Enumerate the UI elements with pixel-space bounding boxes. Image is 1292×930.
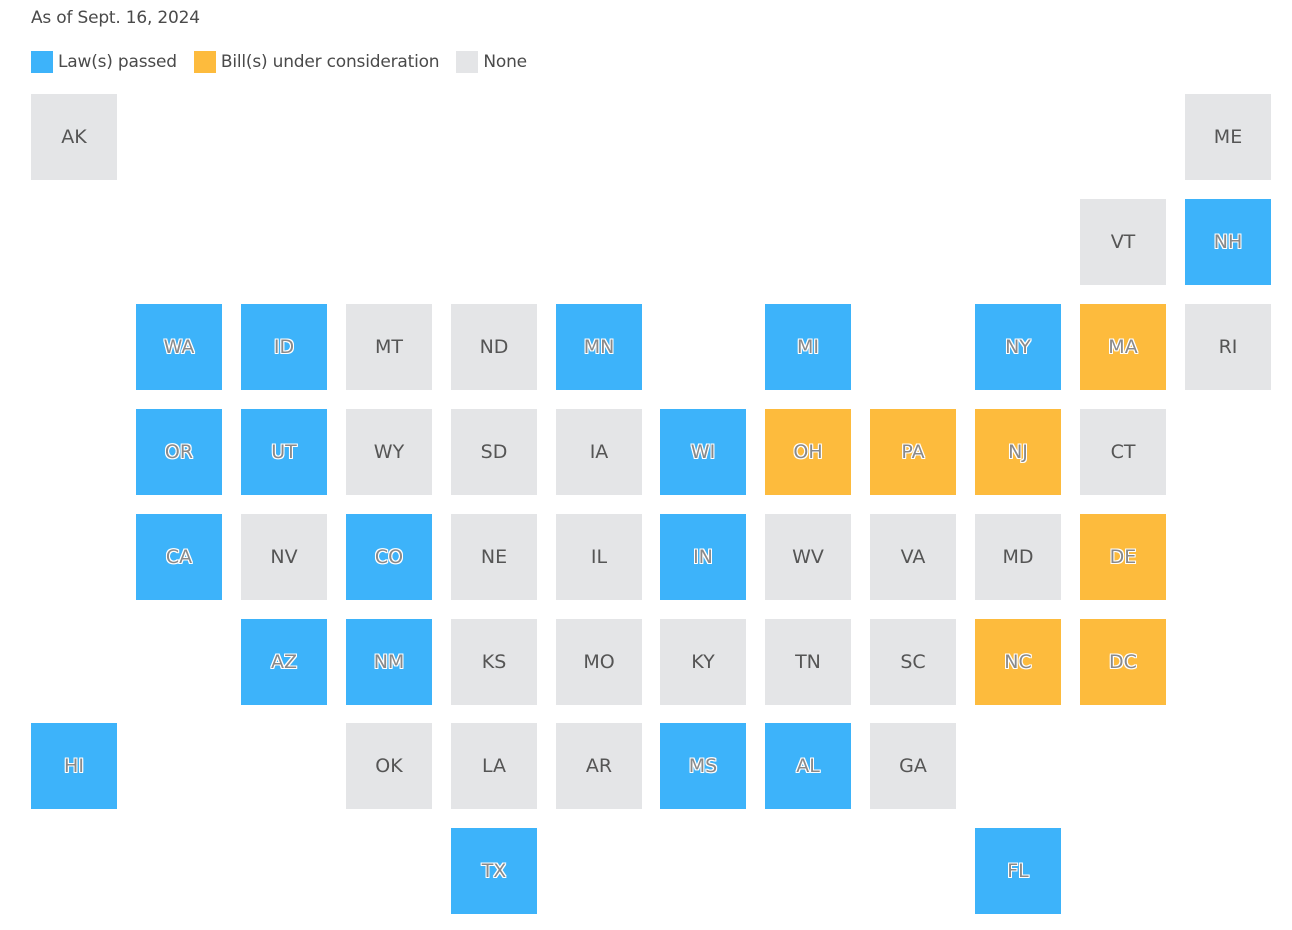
state-tile-tx: TX xyxy=(451,828,537,914)
state-tile-in: IN xyxy=(660,514,746,600)
state-tile-dc: DC xyxy=(1080,619,1166,705)
state-tile-ok: OK xyxy=(346,723,432,809)
state-tile-sc: SC xyxy=(870,619,956,705)
legend-swatch-law xyxy=(31,51,53,73)
state-tile-wa: WA xyxy=(136,304,222,390)
state-tile-ms: MS xyxy=(660,723,746,809)
state-tile-wy: WY xyxy=(346,409,432,495)
state-tile-de: DE xyxy=(1080,514,1166,600)
state-tile-vt: VT xyxy=(1080,199,1166,285)
state-tile-wi: WI xyxy=(660,409,746,495)
state-tile-il: IL xyxy=(556,514,642,600)
state-tile-nj: NJ xyxy=(975,409,1061,495)
state-tile-me: ME xyxy=(1185,94,1271,180)
state-tile-ne: NE xyxy=(451,514,537,600)
state-tile-or: OR xyxy=(136,409,222,495)
legend-item-law: Law(s) passed xyxy=(31,51,177,73)
state-tile-la: LA xyxy=(451,723,537,809)
state-tile-nd: ND xyxy=(451,304,537,390)
state-tile-ks: KS xyxy=(451,619,537,705)
state-tile-al: AL xyxy=(765,723,851,809)
state-tile-mi: MI xyxy=(765,304,851,390)
legend-item-bill: Bill(s) under consideration xyxy=(193,51,440,73)
state-tile-nh: NH xyxy=(1185,199,1271,285)
state-tile-va: VA xyxy=(870,514,956,600)
state-tile-md: MD xyxy=(975,514,1061,600)
legend-item-none: None xyxy=(456,51,527,73)
state-tile-ky: KY xyxy=(660,619,746,705)
state-tile-nc: NC xyxy=(975,619,1061,705)
state-tile-ar: AR xyxy=(556,723,642,809)
legend-label-law: Law(s) passed xyxy=(58,52,177,72)
state-tile-hi: HI xyxy=(31,723,117,809)
state-tile-nm: NM xyxy=(346,619,432,705)
state-tile-ma: MA xyxy=(1080,304,1166,390)
state-tile-mt: MT xyxy=(346,304,432,390)
legend-label-bill: Bill(s) under consideration xyxy=(220,52,440,72)
state-tile-pa: PA xyxy=(870,409,956,495)
state-tile-nv: NV xyxy=(241,514,327,600)
state-tile-co: CO xyxy=(346,514,432,600)
state-tile-sd: SD xyxy=(451,409,537,495)
state-tile-az: AZ xyxy=(241,619,327,705)
legend-swatch-none xyxy=(456,51,479,73)
state-tile-ak: AK xyxy=(31,94,117,180)
state-tile-id: ID xyxy=(241,304,327,390)
state-tile-wv: WV xyxy=(765,514,851,600)
state-tile-ut: UT xyxy=(241,409,327,495)
state-tile-ri: RI xyxy=(1185,304,1271,390)
state-tile-tn: TN xyxy=(765,619,851,705)
state-tile-ga: GA xyxy=(870,723,956,809)
state-tile-mn: MN xyxy=(556,304,642,390)
state-tile-ia: IA xyxy=(556,409,642,495)
state-tile-ct: CT xyxy=(1080,409,1166,495)
legend-label-none: None xyxy=(483,52,527,72)
state-tile-fl: FL xyxy=(975,828,1061,914)
state-tile-oh: OH xyxy=(765,409,851,495)
state-tile-ca: CA xyxy=(136,514,222,600)
state-tile-ny: NY xyxy=(975,304,1061,390)
legend-swatch-bill xyxy=(193,51,216,73)
state-tile-mo: MO xyxy=(556,619,642,705)
date-note: As of Sept. 16, 2024 xyxy=(31,8,200,28)
legend: Law(s) passed Bill(s) under consideratio… xyxy=(31,51,544,73)
